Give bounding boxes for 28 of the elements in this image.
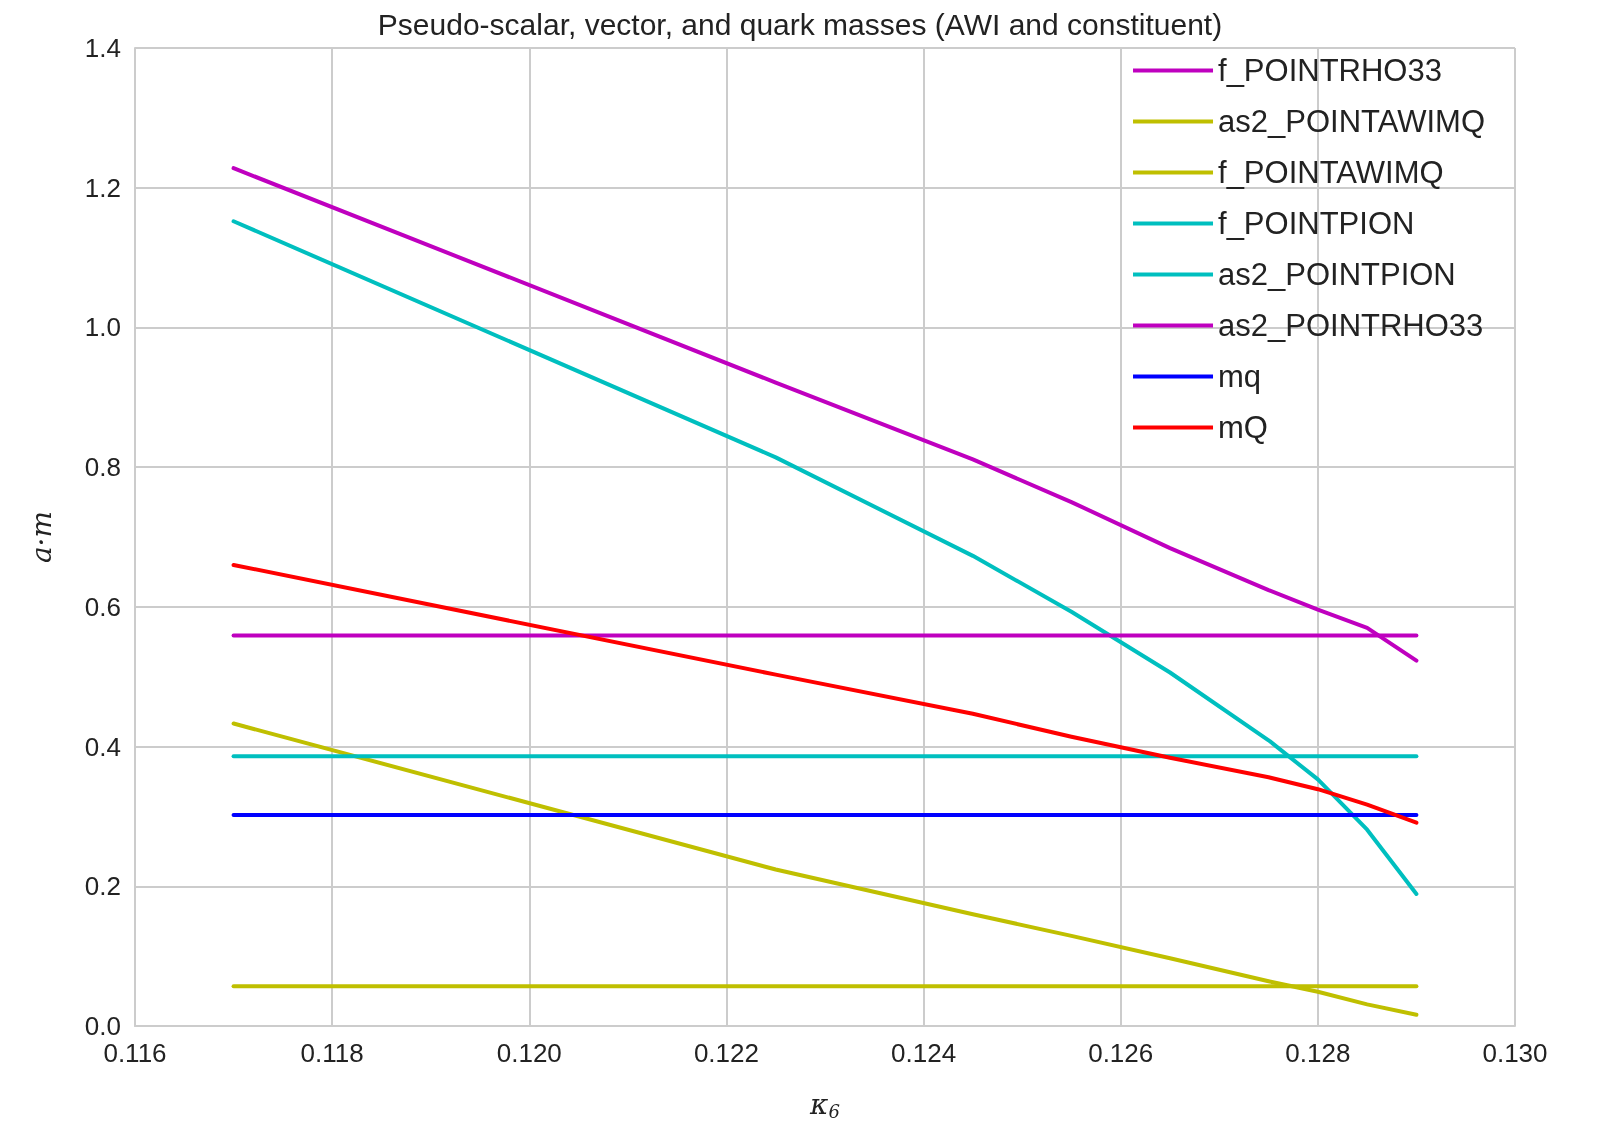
x-tick-label: 0.122 <box>693 1038 759 1068</box>
legend-label: mq <box>1218 359 1262 394</box>
y-tick-label: 0.0 <box>84 1011 121 1041</box>
legend-label: mQ <box>1218 410 1268 445</box>
y-tick-label: 1.0 <box>84 312 121 343</box>
line-series <box>231 721 1419 1017</box>
x-tick-label: 0.126 <box>1088 1038 1154 1068</box>
legend-label: f_POINTPION <box>1218 206 1415 241</box>
y-tick-label: 0.6 <box>84 591 121 622</box>
x-tick-label: 0.118 <box>300 1038 364 1068</box>
legend-label: as2_POINTAWIMQ <box>1218 104 1485 139</box>
line-series <box>231 562 1419 825</box>
legend-label: as2_POINTPION <box>1218 257 1456 292</box>
y-tick-label: 0.4 <box>84 731 121 762</box>
chart-title: Pseudo-scalar, vector, and quark masses (AWI and constituent) <box>377 7 1223 41</box>
legend-label: as2_POINTRHO33 <box>1218 308 1484 343</box>
legend-label: f_POINTAWIMQ <box>1218 155 1444 190</box>
y-tick-label: 0.2 <box>84 871 121 902</box>
legend-label: f_POINTRHO33 <box>1218 53 1442 88</box>
y-tick-label: 1.4 <box>84 33 121 63</box>
x-tick-label: 0.124 <box>891 1038 957 1068</box>
x-tick-label: 0.120 <box>496 1038 562 1068</box>
x-tick-label: 0.128 <box>1285 1038 1351 1068</box>
y-axis-title: a·m <box>24 510 58 564</box>
y-tick-label: 0.8 <box>84 452 121 483</box>
x-tick-label: 0.116 <box>103 1038 167 1068</box>
y-tick-label: 1.2 <box>84 172 121 203</box>
x-tick-label: 0.130 <box>1482 1038 1548 1068</box>
